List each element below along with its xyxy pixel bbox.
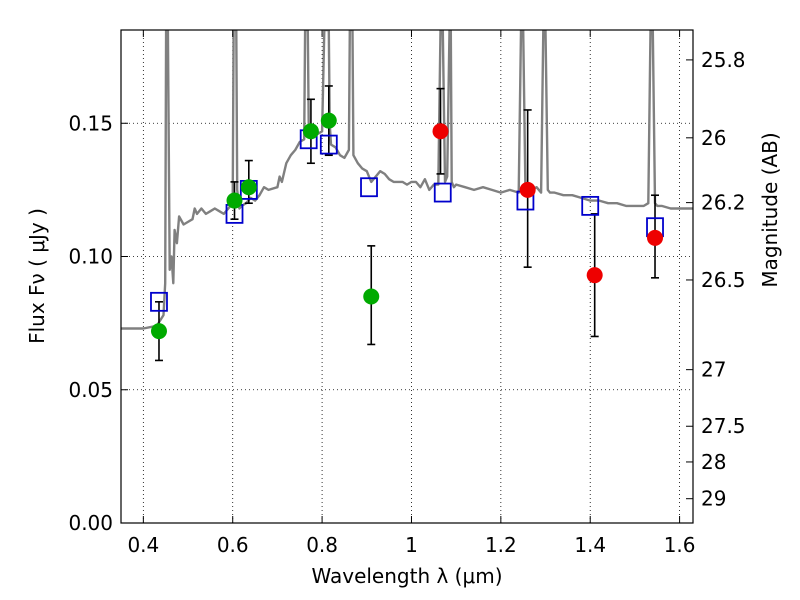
model-square <box>319 134 338 155</box>
model-square <box>581 195 600 216</box>
y2-tick-label: 26 <box>701 126 726 150</box>
photometry-points <box>150 112 664 340</box>
x-tick-label: 0.8 <box>306 533 338 557</box>
green-point <box>302 123 319 140</box>
y2-axis-title: Magnitude (AB) <box>758 132 782 287</box>
x-axis-title: Wavelength λ (μm) <box>311 564 502 588</box>
green-point <box>150 323 167 340</box>
green-point <box>320 112 337 129</box>
red-point <box>519 181 536 198</box>
y2-tick-label: 27.5 <box>701 414 746 438</box>
model-square <box>150 291 168 312</box>
y-tick-label: 0.10 <box>68 245 113 269</box>
green-point <box>363 288 380 305</box>
x-tick-label: 0.6 <box>217 533 249 557</box>
green-point <box>226 192 243 209</box>
grid <box>121 30 693 523</box>
spectrum-path <box>121 30 693 330</box>
spectrum-line <box>121 30 693 330</box>
y2-tick-label: 29 <box>701 487 726 511</box>
x-tick-label: 1.4 <box>574 533 606 557</box>
x-tick-label: 1.2 <box>485 533 517 557</box>
y2-tick-label: 27 <box>701 358 726 382</box>
y-axis-title: Flux Fν ( μJy ) <box>25 208 49 344</box>
red-point <box>647 229 664 246</box>
red-point <box>586 267 603 284</box>
axis-ticks: 0.4 0.6 0.8 1 1.2 1.4 1.6 0.00 0.05 0.10 0.15 25.8 2… <box>68 30 746 557</box>
model-squares <box>150 129 664 312</box>
red-point <box>432 123 449 140</box>
plot-frame <box>120 29 694 524</box>
y2-tick-label: 28 <box>701 450 726 474</box>
y2-tick-label: 25.8 <box>701 48 746 72</box>
model-square <box>433 182 452 203</box>
y-tick-label: 0.05 <box>68 378 113 402</box>
y-tick-label: 0.15 <box>68 111 113 135</box>
x-tick-label: 1 <box>405 533 418 557</box>
model-square <box>360 177 378 198</box>
y2-tick-label: 26.5 <box>701 268 746 292</box>
x-tick-label: 0.4 <box>127 533 159 557</box>
green-point <box>240 179 257 196</box>
y2-tick-label: 26.2 <box>701 191 746 215</box>
y-tick-label: 0.00 <box>68 511 113 535</box>
x-tick-label: 1.6 <box>664 533 696 557</box>
